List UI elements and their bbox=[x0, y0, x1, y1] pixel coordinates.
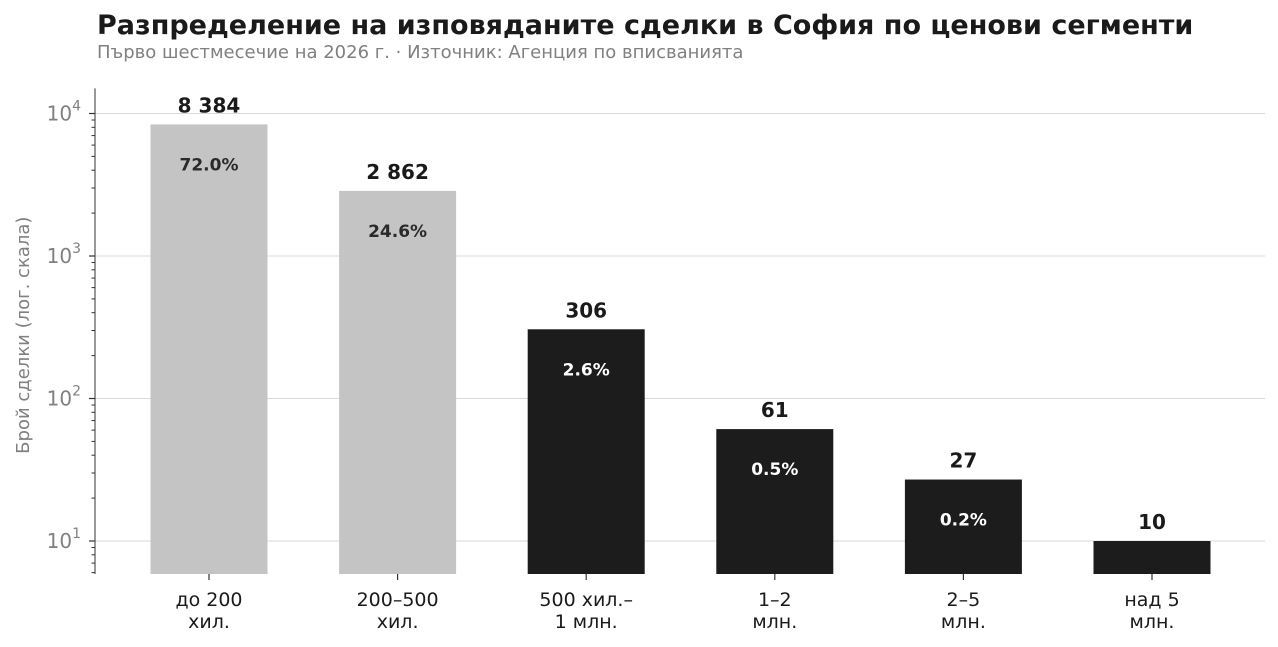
bar bbox=[904, 479, 1022, 574]
x-tick-label: млн. bbox=[1130, 611, 1175, 633]
y-tick-label: 102 bbox=[47, 384, 81, 411]
value-label: 27 bbox=[949, 449, 977, 473]
x-tick-label: млн. bbox=[752, 611, 797, 633]
percent-label: 24.6% bbox=[368, 222, 427, 242]
bar bbox=[1093, 541, 1211, 574]
value-label: 8 384 bbox=[178, 93, 241, 117]
percent-label: 72.0% bbox=[180, 155, 239, 175]
x-tick-label: 1 млн. bbox=[555, 611, 618, 633]
value-label: 10 bbox=[1138, 510, 1166, 534]
bar bbox=[150, 124, 268, 574]
x-tick-label: над 5 bbox=[1124, 589, 1179, 611]
y-tick-exponent: 1 bbox=[72, 526, 81, 542]
y-tick-exponent: 3 bbox=[72, 241, 81, 257]
x-tick-label: 500 хил.– bbox=[539, 589, 633, 611]
x-tick-label: 200–500 bbox=[357, 589, 439, 611]
x-tick-label: 1–2 bbox=[758, 589, 792, 611]
y-tick-exponent: 2 bbox=[72, 384, 81, 400]
x-tick-label: 2–5 bbox=[947, 589, 981, 611]
y-tick-base: 10 bbox=[47, 244, 72, 268]
x-tick-label: млн. bbox=[941, 611, 986, 633]
percent-label: 0.5% bbox=[751, 460, 798, 480]
y-tick-label: 103 bbox=[47, 241, 81, 268]
x-tick-label: до 200 bbox=[175, 589, 242, 611]
y-tick-base: 10 bbox=[47, 387, 72, 411]
y-tick-label: 101 bbox=[47, 526, 81, 553]
x-tick-label: хил. bbox=[188, 611, 230, 633]
percent-label: 0.2% bbox=[940, 511, 987, 531]
bar bbox=[527, 329, 645, 574]
bar bbox=[716, 429, 834, 574]
value-label: 61 bbox=[761, 398, 789, 422]
y-tick-base: 10 bbox=[47, 102, 72, 126]
bar bbox=[339, 190, 457, 575]
value-label: 2 862 bbox=[366, 160, 429, 184]
percent-label: 2.6% bbox=[563, 360, 610, 380]
y-tick-base: 10 bbox=[47, 529, 72, 553]
value-label: 306 bbox=[565, 298, 607, 322]
y-tick-label: 104 bbox=[47, 99, 81, 126]
chart-title: Разпределение на изповяданите сделки в С… bbox=[97, 10, 1194, 41]
y-tick-exponent: 4 bbox=[72, 99, 81, 115]
chart-subtitle: Първо шестмесечие на 2026 г. · Източник:… bbox=[97, 42, 744, 63]
x-tick-label: хил. bbox=[377, 611, 419, 633]
y-axis-label: Брой сделки (лог. скала) bbox=[13, 217, 34, 454]
